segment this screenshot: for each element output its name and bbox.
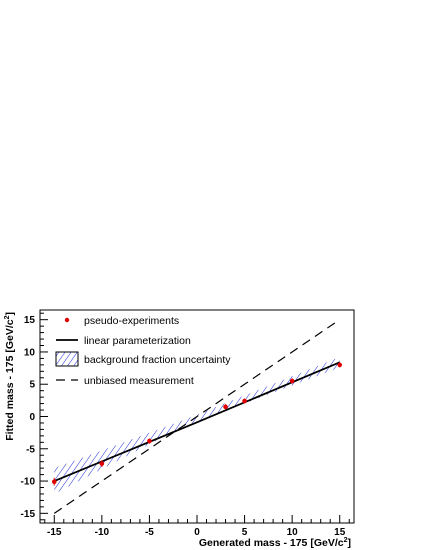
data-point [147, 438, 152, 444]
legend-label-points: pseudo-experiments [84, 315, 179, 327]
legend-entry-band: background fraction uncertainty [55, 351, 231, 367]
legend-band-swatch [55, 351, 79, 367]
y-tick-label: 5 [29, 380, 35, 391]
y-tick-label: -5 [26, 444, 35, 455]
y-axis-title: Fitted mass - 175 [GeV/c2] [4, 312, 16, 441]
x-tick-label: 10 [287, 527, 299, 538]
pseudo-experiment-points [51, 362, 343, 486]
legend-label-fit: linear parameterization [84, 335, 191, 347]
data-point [223, 404, 228, 410]
data-point [289, 378, 295, 384]
x-tick-label: -5 [145, 527, 154, 538]
y-tick-label: 0 [29, 412, 35, 423]
x-tick-label: 15 [334, 527, 346, 538]
y-tick-label: 10 [24, 347, 36, 358]
legend-label-band: background fraction uncertainty [84, 354, 231, 366]
point-marker [289, 378, 295, 384]
point-marker [337, 362, 343, 368]
unbiased-measurement-line [53, 319, 341, 514]
data-point [337, 362, 343, 368]
point-marker [242, 398, 247, 404]
point-marker [223, 404, 228, 410]
legend-entry-unbiased: unbiased measurement [56, 375, 194, 387]
legend-entry-points: pseudo-experiments [64, 315, 179, 327]
legend-label-unbiased: unbiased measurement [84, 375, 194, 387]
y-axis-ticks: -15 -10 -5 0 5 10 15 [21, 312, 48, 521]
data-point [51, 477, 57, 486]
legend-point-marker [64, 317, 70, 323]
point-marker [99, 461, 105, 466]
plot-area [51, 319, 343, 514]
legend-entry-fit: linear parameterization [56, 335, 191, 347]
x-tick-label: 0 [194, 527, 200, 538]
x-tick-label: -15 [47, 527, 62, 538]
x-tick-label: -10 [95, 527, 110, 538]
x-axis-ticks: -15 -10 -5 0 5 10 15 [44, 515, 350, 538]
data-point [99, 460, 105, 467]
data-point [242, 398, 247, 404]
x-axis-title: Generated mass - 175 [GeV/c2] [199, 537, 351, 549]
legend: pseudo-experiments linear parameterizati… [55, 315, 231, 387]
y-tick-label: -15 [21, 509, 36, 520]
y-tick-label: 15 [24, 315, 36, 326]
point-marker [147, 438, 152, 444]
y-tick-label: -10 [21, 477, 36, 488]
point-marker [51, 479, 57, 484]
x-tick-label: 5 [242, 527, 248, 538]
